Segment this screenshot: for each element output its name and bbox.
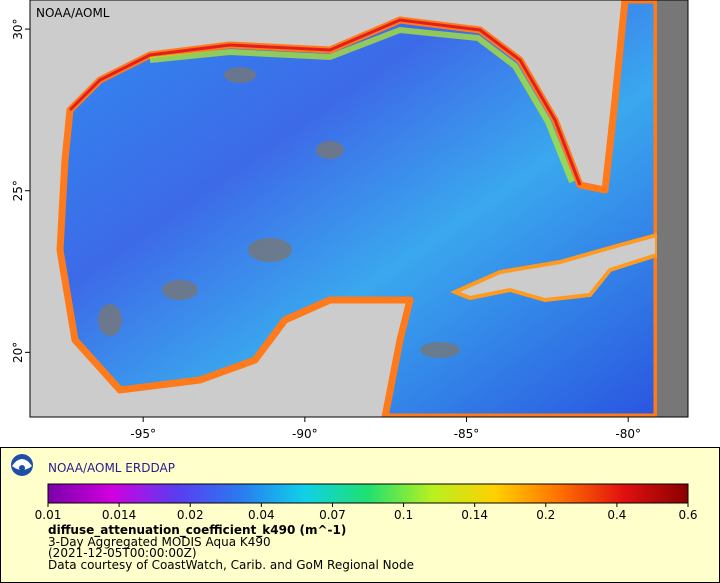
x-tick-label: -95° xyxy=(130,427,156,441)
colorbar-tick-label: 0.14 xyxy=(461,508,488,522)
coastal-high xyxy=(68,18,582,186)
colorbar-tick-label: 0.02 xyxy=(177,508,204,522)
colorbar-tick-label: 0.2 xyxy=(536,508,555,522)
variable-name: diffuse_attenuation_coefficient_k490 (m^… xyxy=(48,523,346,538)
cuba xyxy=(449,232,659,303)
colorbar: 0.01 0.014 0.02 0.04 0.07 0.1 0.14 0.2 0.4 0.6 xyxy=(35,483,698,522)
y-tick-label: 30° xyxy=(11,18,25,39)
colorbar-tick-label: 0.07 xyxy=(319,508,346,522)
map-frame xyxy=(29,0,689,418)
legend-line: (2021-12-05T00:00:00Z) xyxy=(48,546,197,560)
legend-panel xyxy=(0,447,720,583)
colorbar-tick-label: 0.014 xyxy=(102,508,136,522)
colorbar-fill xyxy=(47,483,689,504)
legend-line: Data courtesy of CoastWatch, Carib. and … xyxy=(48,558,414,572)
colorbar-tick-label: 0.4 xyxy=(607,508,626,522)
noaa-logo xyxy=(11,454,33,476)
colorbar-tick-label: 0.01 xyxy=(35,508,62,522)
x-tick-label: -90° xyxy=(292,427,318,441)
colorbar-tick-label: 0.6 xyxy=(678,508,697,522)
x-tick-label: -85° xyxy=(454,427,480,441)
no-data-strip xyxy=(657,0,688,417)
axes: -95° -90° -85° -80° 20° 25° 30° xyxy=(11,18,641,441)
x-tick-label: -80° xyxy=(615,427,641,441)
legend-line: 3-Day Aggregated MODIS Aqua K490 xyxy=(48,535,271,549)
map-image xyxy=(30,0,688,417)
y-tick-label: 25° xyxy=(11,180,25,201)
colorbar-tick-label: 0.04 xyxy=(248,508,275,522)
legend-title: NOAA/AOML ERDDAP xyxy=(48,461,175,475)
y-tick-label: 20° xyxy=(11,342,25,363)
watermark: NOAA/AOML xyxy=(36,6,110,20)
colorbar-tick-label: 0.1 xyxy=(394,508,413,522)
coastal-mid xyxy=(149,26,575,184)
no-data-patches xyxy=(98,67,460,358)
